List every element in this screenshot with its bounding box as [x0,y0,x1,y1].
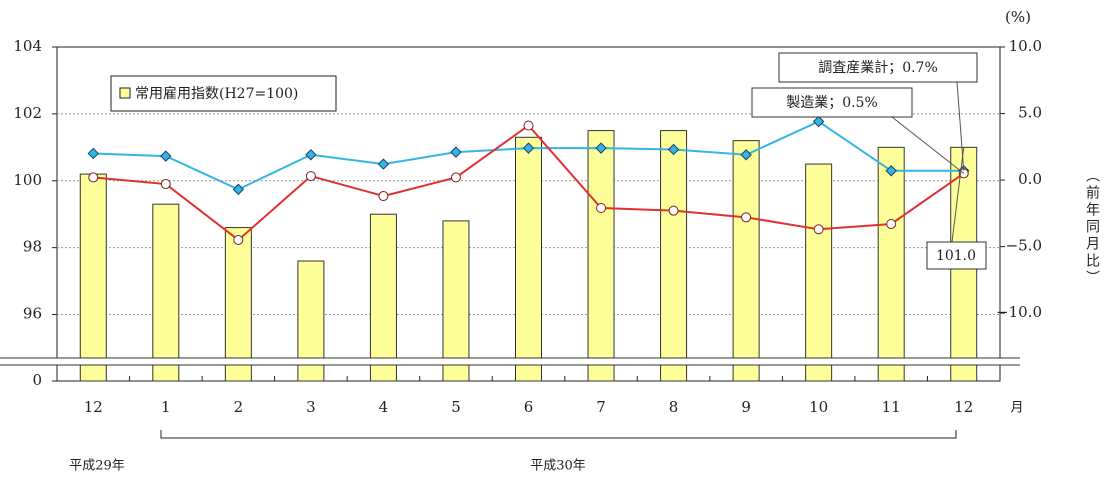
x-tick-label: 2 [234,398,244,416]
x-tick-label: 5 [451,398,461,416]
x-tick-label: 7 [596,398,606,416]
leader-line [951,147,965,243]
marker [886,218,897,229]
marker [667,143,680,156]
marker [305,149,317,161]
callout-box [778,52,978,83]
marker [378,191,389,202]
bar [587,130,615,382]
x-tick-label: 12 [954,398,973,416]
x-tick-label: 4 [379,398,389,416]
marker [160,179,171,190]
marker [740,149,752,161]
marker [305,171,316,182]
marker [813,224,824,235]
marker [741,212,752,223]
marker [377,158,390,170]
label-box [926,241,987,270]
y2-tick-label: 5.0 [1018,104,1042,122]
bar [369,213,397,382]
y-tick-label: 96 [23,305,42,323]
legend-label: 常用雇用指数(H27=100) [135,85,298,102]
bracket [160,430,957,439]
bar [660,130,688,382]
bar [79,173,107,382]
value-label: 101.0 [936,248,976,264]
y2-unit: (%) [1005,8,1031,26]
legend-box [110,75,337,112]
marker [450,146,462,158]
y2-tick-label: −10.0 [996,303,1042,321]
marker [450,172,461,183]
marker [885,165,897,177]
y2-tick-label: 10.0 [1009,37,1042,55]
y2-tick-label: −5.0 [1006,237,1042,255]
bar [515,136,542,382]
callout-label: 製造業；0.5% [786,95,878,111]
x-unit: 月 [1010,401,1023,416]
marker [87,147,99,160]
y-tick-label: 98 [23,238,42,256]
x-tick-label: 6 [524,398,534,416]
era-label: 平成29年 [69,459,125,474]
legend-swatch [119,87,131,99]
x-tick-label: 11 [882,398,901,416]
marker [522,142,535,154]
x-tick-label: 3 [306,398,316,416]
bar [152,203,180,382]
bar [877,146,905,382]
x-tick-label: 9 [741,398,751,416]
axis-break [0,358,1020,365]
x-tick-label: 12 [84,398,103,416]
marker [233,234,244,245]
y-tick-label: 104 [13,37,42,55]
bar [732,140,760,382]
marker [596,203,607,214]
x-tick-label: 8 [669,398,679,416]
bar [224,227,252,382]
leader-line [891,116,965,174]
bar [805,163,833,382]
y-tick-label: 0 [32,371,42,389]
callout-label: 調査産業計；0.7% [818,60,938,76]
marker [523,120,534,131]
marker [232,183,245,196]
bar [442,220,470,382]
callout-box [751,87,913,118]
leader-line [956,81,965,171]
x-tick-label: 1 [161,398,171,416]
x-tick-label: 10 [809,398,828,416]
y2-label: （前年同月比） [1084,168,1100,287]
marker [88,172,99,183]
era-label: 平成30年 [530,459,586,474]
marker [668,205,679,216]
y2-tick-label: 0.0 [1018,170,1042,188]
marker [595,142,607,154]
y-tick-label: 100 [13,171,42,189]
marker [160,150,172,162]
y-tick-label: 102 [13,104,42,122]
marker [812,115,825,128]
